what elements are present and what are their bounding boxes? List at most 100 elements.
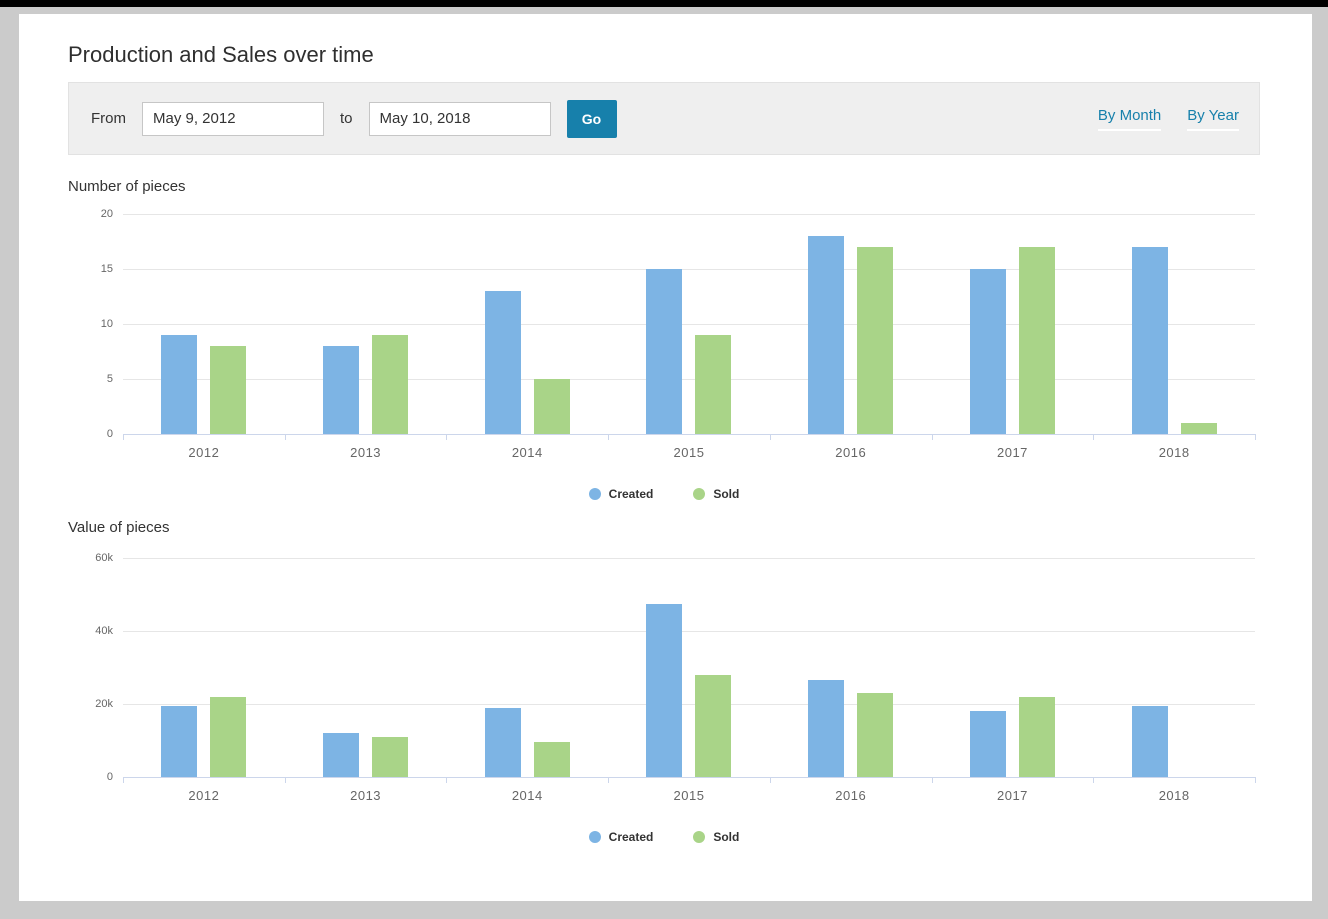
x-axis-tick xyxy=(1093,434,1095,440)
content-card: Production and Sales over time From to G… xyxy=(19,14,1312,901)
x-axis-label: 2018 xyxy=(1158,445,1190,460)
x-axis-tick xyxy=(284,434,286,440)
y-axis-tick-label: 15 xyxy=(100,263,113,275)
x-axis-tick xyxy=(769,434,771,440)
plot-area: 0 20k 40k 60k xyxy=(95,552,1256,783)
gridline xyxy=(123,558,1255,559)
gridline xyxy=(123,379,1255,380)
legend: Created Sold xyxy=(68,486,1260,501)
bar-created-2017 xyxy=(969,269,1006,434)
x-axis-label: 2013 xyxy=(350,788,382,803)
plot-area: 0 5 10 15 20 xyxy=(101,208,1256,440)
by-year-link[interactable]: By Year xyxy=(1187,107,1239,131)
bar-sold-2013 xyxy=(372,736,409,777)
top-strip xyxy=(0,0,1328,7)
bar-created-2014 xyxy=(484,291,521,434)
x-axis-label: 2016 xyxy=(835,788,867,803)
x-axis-label: 2012 xyxy=(188,788,220,803)
date-filter-bar: From to Go By Month By Year xyxy=(68,82,1260,155)
value-of-pieces-chart: Value of pieces 0 20k 40k 60k 2012 2013 2014 2… xyxy=(68,519,1260,844)
legend-dot-icon xyxy=(693,830,706,843)
bar-created-2018 xyxy=(1131,705,1168,777)
bar-sold-2014 xyxy=(533,379,570,434)
x-axis-label: 2018 xyxy=(1158,788,1190,803)
x-axis-tick xyxy=(608,434,610,440)
x-axis-tick xyxy=(608,777,610,783)
category-group-2016 xyxy=(770,214,932,434)
bar-created-2013 xyxy=(323,733,360,777)
category-group-2017 xyxy=(932,558,1094,777)
x-axis-tick xyxy=(446,434,448,440)
x-axis-tick xyxy=(1093,777,1095,783)
bar-created-2013 xyxy=(323,346,360,434)
x-axis-label: 2017 xyxy=(996,788,1028,803)
category-group-2015 xyxy=(608,558,770,777)
legend-label: Sold xyxy=(713,829,740,844)
x-axis-tick xyxy=(123,777,124,783)
category-group-2012 xyxy=(123,558,285,777)
x-axis-tick xyxy=(284,777,286,783)
number-of-pieces-chart: Number of pieces 0 5 10 15 20 2012 2013 2014 20… xyxy=(68,178,1260,501)
bar-sold-2012 xyxy=(210,346,247,434)
to-label: to xyxy=(340,110,353,127)
gridline xyxy=(123,630,1255,632)
x-axis-label: 2017 xyxy=(996,445,1028,460)
x-axis-label: 2014 xyxy=(511,445,543,460)
y-axis-tick-label: 10 xyxy=(100,318,113,330)
y-axis-tick-label: 0 xyxy=(106,428,113,440)
bar-created-2016 xyxy=(808,236,845,434)
gridline xyxy=(123,269,1255,270)
bar-sold-2012 xyxy=(210,696,247,777)
x-axis-label: 2015 xyxy=(673,788,705,803)
chart-title: Value of pieces xyxy=(68,519,170,536)
legend-label: Created xyxy=(608,486,654,501)
to-date-input[interactable] xyxy=(368,101,551,136)
x-axis-tick xyxy=(931,434,933,440)
x-axis-label: 2013 xyxy=(350,445,382,460)
page-frame: Production and Sales over time From to G… xyxy=(0,7,1328,919)
x-axis-tick xyxy=(123,434,124,440)
bar-sold-2017 xyxy=(1018,696,1055,777)
x-axis-tick xyxy=(1255,434,1256,440)
legend: Created Sold xyxy=(68,829,1260,844)
bar-created-2016 xyxy=(808,680,845,777)
from-date-input[interactable] xyxy=(142,101,324,136)
bar-created-2015 xyxy=(646,603,683,777)
bar-created-2017 xyxy=(969,711,1006,777)
legend-label: Sold xyxy=(713,486,740,501)
legend-item-sold[interactable]: Sold xyxy=(693,486,739,501)
legend-item-sold[interactable]: Sold xyxy=(693,829,739,844)
gridline xyxy=(123,324,1255,325)
bar-sold-2013 xyxy=(372,335,409,434)
x-axis-tick xyxy=(769,777,771,783)
by-month-link[interactable]: By Month xyxy=(1097,107,1162,131)
y-axis-tick-label: 40k xyxy=(95,624,113,637)
go-button[interactable]: Go xyxy=(566,99,617,138)
category-group-2016 xyxy=(770,558,932,777)
category-group-2014 xyxy=(446,558,608,777)
bar-sold-2018 xyxy=(1180,423,1217,434)
y-axis-tick-label: 5 xyxy=(106,373,113,385)
gridline xyxy=(123,214,1255,215)
x-axis-label: 2015 xyxy=(673,445,705,460)
y-axis-tick-label: 20 xyxy=(100,208,113,220)
x-axis-label: 2016 xyxy=(835,445,867,460)
category-group-2018 xyxy=(1093,214,1255,434)
category-group-2013 xyxy=(285,558,447,777)
x-axis-label: 2014 xyxy=(511,788,543,803)
legend-item-created[interactable]: Created xyxy=(588,486,654,501)
x-axis-labels: 2012 2013 2014 2015 2016 2017 2018 xyxy=(123,788,1255,803)
x-axis-label: 2012 xyxy=(188,445,220,460)
legend-dot-icon xyxy=(588,487,601,500)
bar-sold-2014 xyxy=(533,742,570,777)
y-axis-tick-label: 20k xyxy=(95,697,113,710)
legend-item-created[interactable]: Created xyxy=(588,829,654,844)
chart-title: Number of pieces xyxy=(68,178,186,195)
x-axis-labels: 2012 2013 2014 2015 2016 2017 2018 xyxy=(123,445,1255,460)
legend-label: Created xyxy=(608,829,654,844)
category-group-2012 xyxy=(123,214,285,434)
x-axis-tick xyxy=(931,777,933,783)
bar-created-2014 xyxy=(484,707,521,777)
x-axis-tick xyxy=(446,777,448,783)
bar-created-2012 xyxy=(161,335,198,434)
